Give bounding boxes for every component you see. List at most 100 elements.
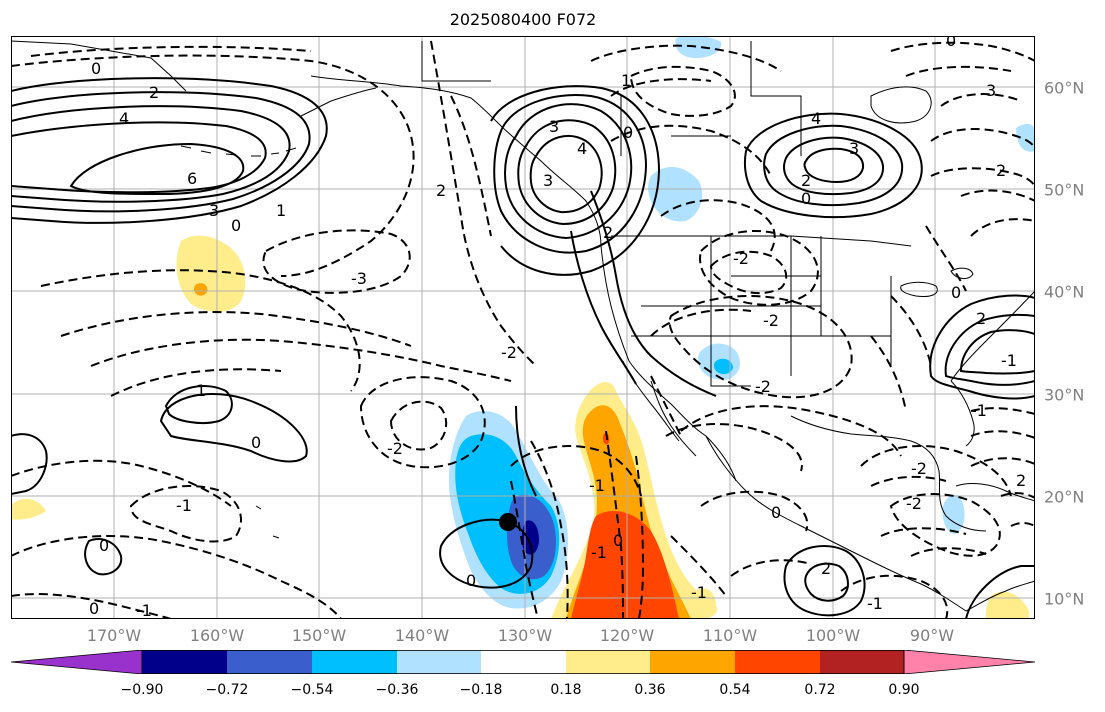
- contour-label: 4: [119, 109, 129, 128]
- contour-label: -3: [351, 269, 367, 288]
- colorbar-swatch: [397, 650, 481, 674]
- shade-pos-mid-core: [571, 511, 679, 619]
- contour-label: -2: [763, 311, 779, 330]
- contour-labels: 0 2 4 6 3 0 1 -3 2 3 4 3 0 1 3 4 2 2 0 3…: [89, 36, 1026, 619]
- contour-label: 0: [99, 536, 109, 555]
- contour-label: 0: [251, 433, 261, 452]
- shade-neg-light-canada: [648, 166, 703, 222]
- colorbar-label: −0.36: [375, 682, 419, 698]
- contour-label: 0: [623, 123, 633, 142]
- map-panel[interactable]: 0 2 4 6 3 0 1 -3 2 3 4 3 0 1 3 4 2 2 0 3…: [11, 36, 1035, 619]
- contour-label: 0: [951, 283, 961, 302]
- contour-label: -1: [136, 601, 152, 619]
- contour-label: 4: [577, 139, 587, 158]
- contour-label: 2: [801, 171, 811, 190]
- contour-label: 0: [466, 571, 476, 590]
- shade-neg-light-alaska: [675, 36, 722, 58]
- colorbar-label: 0.72: [804, 682, 836, 698]
- colorbar-swatch: [142, 650, 227, 674]
- colorbar-swatch: [481, 650, 566, 674]
- contour-label: -2: [911, 459, 927, 478]
- colorbar-label: −0.54: [290, 682, 334, 698]
- contour-label: 1: [196, 381, 206, 400]
- contour-label: 0: [771, 503, 781, 522]
- contour-label: 4: [811, 109, 821, 128]
- colorbar-swatch: [312, 650, 397, 674]
- contour-label: 2: [436, 181, 446, 200]
- storm-center-marker[interactable]: [499, 513, 517, 531]
- contour-label: 0: [946, 36, 956, 50]
- shade-pos-light-west: [176, 235, 246, 312]
- contour-label: -1: [867, 594, 883, 613]
- contour-label: -1: [176, 496, 192, 515]
- shade-neg-light-east: [1016, 124, 1035, 152]
- lat-label: 60°N: [1044, 78, 1085, 98]
- lon-label: 110°W: [702, 626, 758, 645]
- lon-label: 170°W: [86, 626, 142, 645]
- colorbar-extend-high: [903, 649, 1036, 675]
- contour-label: -2: [906, 494, 922, 513]
- contour-label: -1: [691, 583, 707, 602]
- colorbar-label: 0.90: [888, 682, 920, 698]
- contour-label: 1: [621, 71, 631, 90]
- contour-label: -1: [971, 401, 987, 420]
- contour-label: 0: [801, 189, 811, 208]
- lon-label: 130°W: [497, 626, 553, 645]
- shade-pos-light-sw: [11, 498, 46, 520]
- contour-label: 0: [613, 531, 623, 550]
- colorbar-label: −0.18: [459, 682, 503, 698]
- lon-label: 140°W: [394, 626, 450, 645]
- contour-label: 3: [209, 201, 219, 220]
- contour-label: 2: [821, 559, 831, 578]
- contours-negative: [11, 40, 1035, 619]
- colorbar-label: 0.54: [719, 682, 751, 698]
- contour-label: -1: [1001, 351, 1017, 370]
- lat-label: 10°N: [1044, 589, 1085, 609]
- contour-label: -2: [755, 377, 771, 396]
- contour-label: 3: [986, 81, 996, 100]
- lon-label: 90°W: [909, 626, 955, 645]
- map-frame: [11, 36, 1035, 619]
- lon-label: 160°W: [189, 626, 245, 645]
- shading-layer: [11, 36, 1035, 619]
- lon-label: 150°W: [291, 626, 347, 645]
- colorbar-swatch: [820, 650, 904, 674]
- shade-pos-light-yellow-s: [692, 588, 716, 612]
- shade-neg-strong: [521, 520, 539, 555]
- contour-label: 0: [231, 216, 241, 235]
- lon-label: 100°W: [805, 626, 861, 645]
- lat-label: 20°N: [1044, 487, 1085, 507]
- contour-label: 2: [603, 223, 613, 242]
- colorbar-label: −0.90: [120, 682, 164, 698]
- lat-label: 40°N: [1044, 282, 1085, 302]
- colorbar-swatch: [735, 650, 820, 674]
- contour-label: -2: [387, 439, 403, 458]
- contour-label: 3: [549, 117, 559, 136]
- contour-label: 2: [149, 83, 159, 102]
- lon-label: 120°W: [599, 626, 655, 645]
- shade-pos-light-se: [985, 591, 1029, 619]
- colorbar-label: −0.72: [205, 682, 249, 698]
- contour-label: 6: [187, 169, 197, 188]
- contour-label: 2: [1016, 471, 1026, 490]
- colorbar-swatch: [650, 650, 735, 674]
- shade-neg-light-gulf: [942, 494, 965, 534]
- colorbar: [10, 649, 1036, 675]
- contour-label: 3: [849, 139, 859, 158]
- colorbar-swatch: [566, 650, 650, 674]
- colorbar-swatch: [227, 650, 312, 674]
- colorbar-extend-low: [10, 649, 143, 675]
- colorbar-label: 0.36: [634, 682, 666, 698]
- contour-label: -2: [733, 249, 749, 268]
- contour-label: -1: [591, 543, 607, 562]
- contour-label: 0: [89, 599, 99, 618]
- contour-label: 0: [91, 59, 101, 78]
- contour-label: 2: [976, 309, 986, 328]
- lat-label: 30°N: [1044, 385, 1085, 405]
- colorbar-label: 0.18: [550, 682, 582, 698]
- map-title: 2025080400 F072: [449, 10, 597, 29]
- contour-label: 2: [996, 161, 1006, 180]
- lat-label: 50°N: [1044, 180, 1085, 200]
- contour-label: 1: [276, 201, 286, 220]
- contour-label: -1: [589, 476, 605, 495]
